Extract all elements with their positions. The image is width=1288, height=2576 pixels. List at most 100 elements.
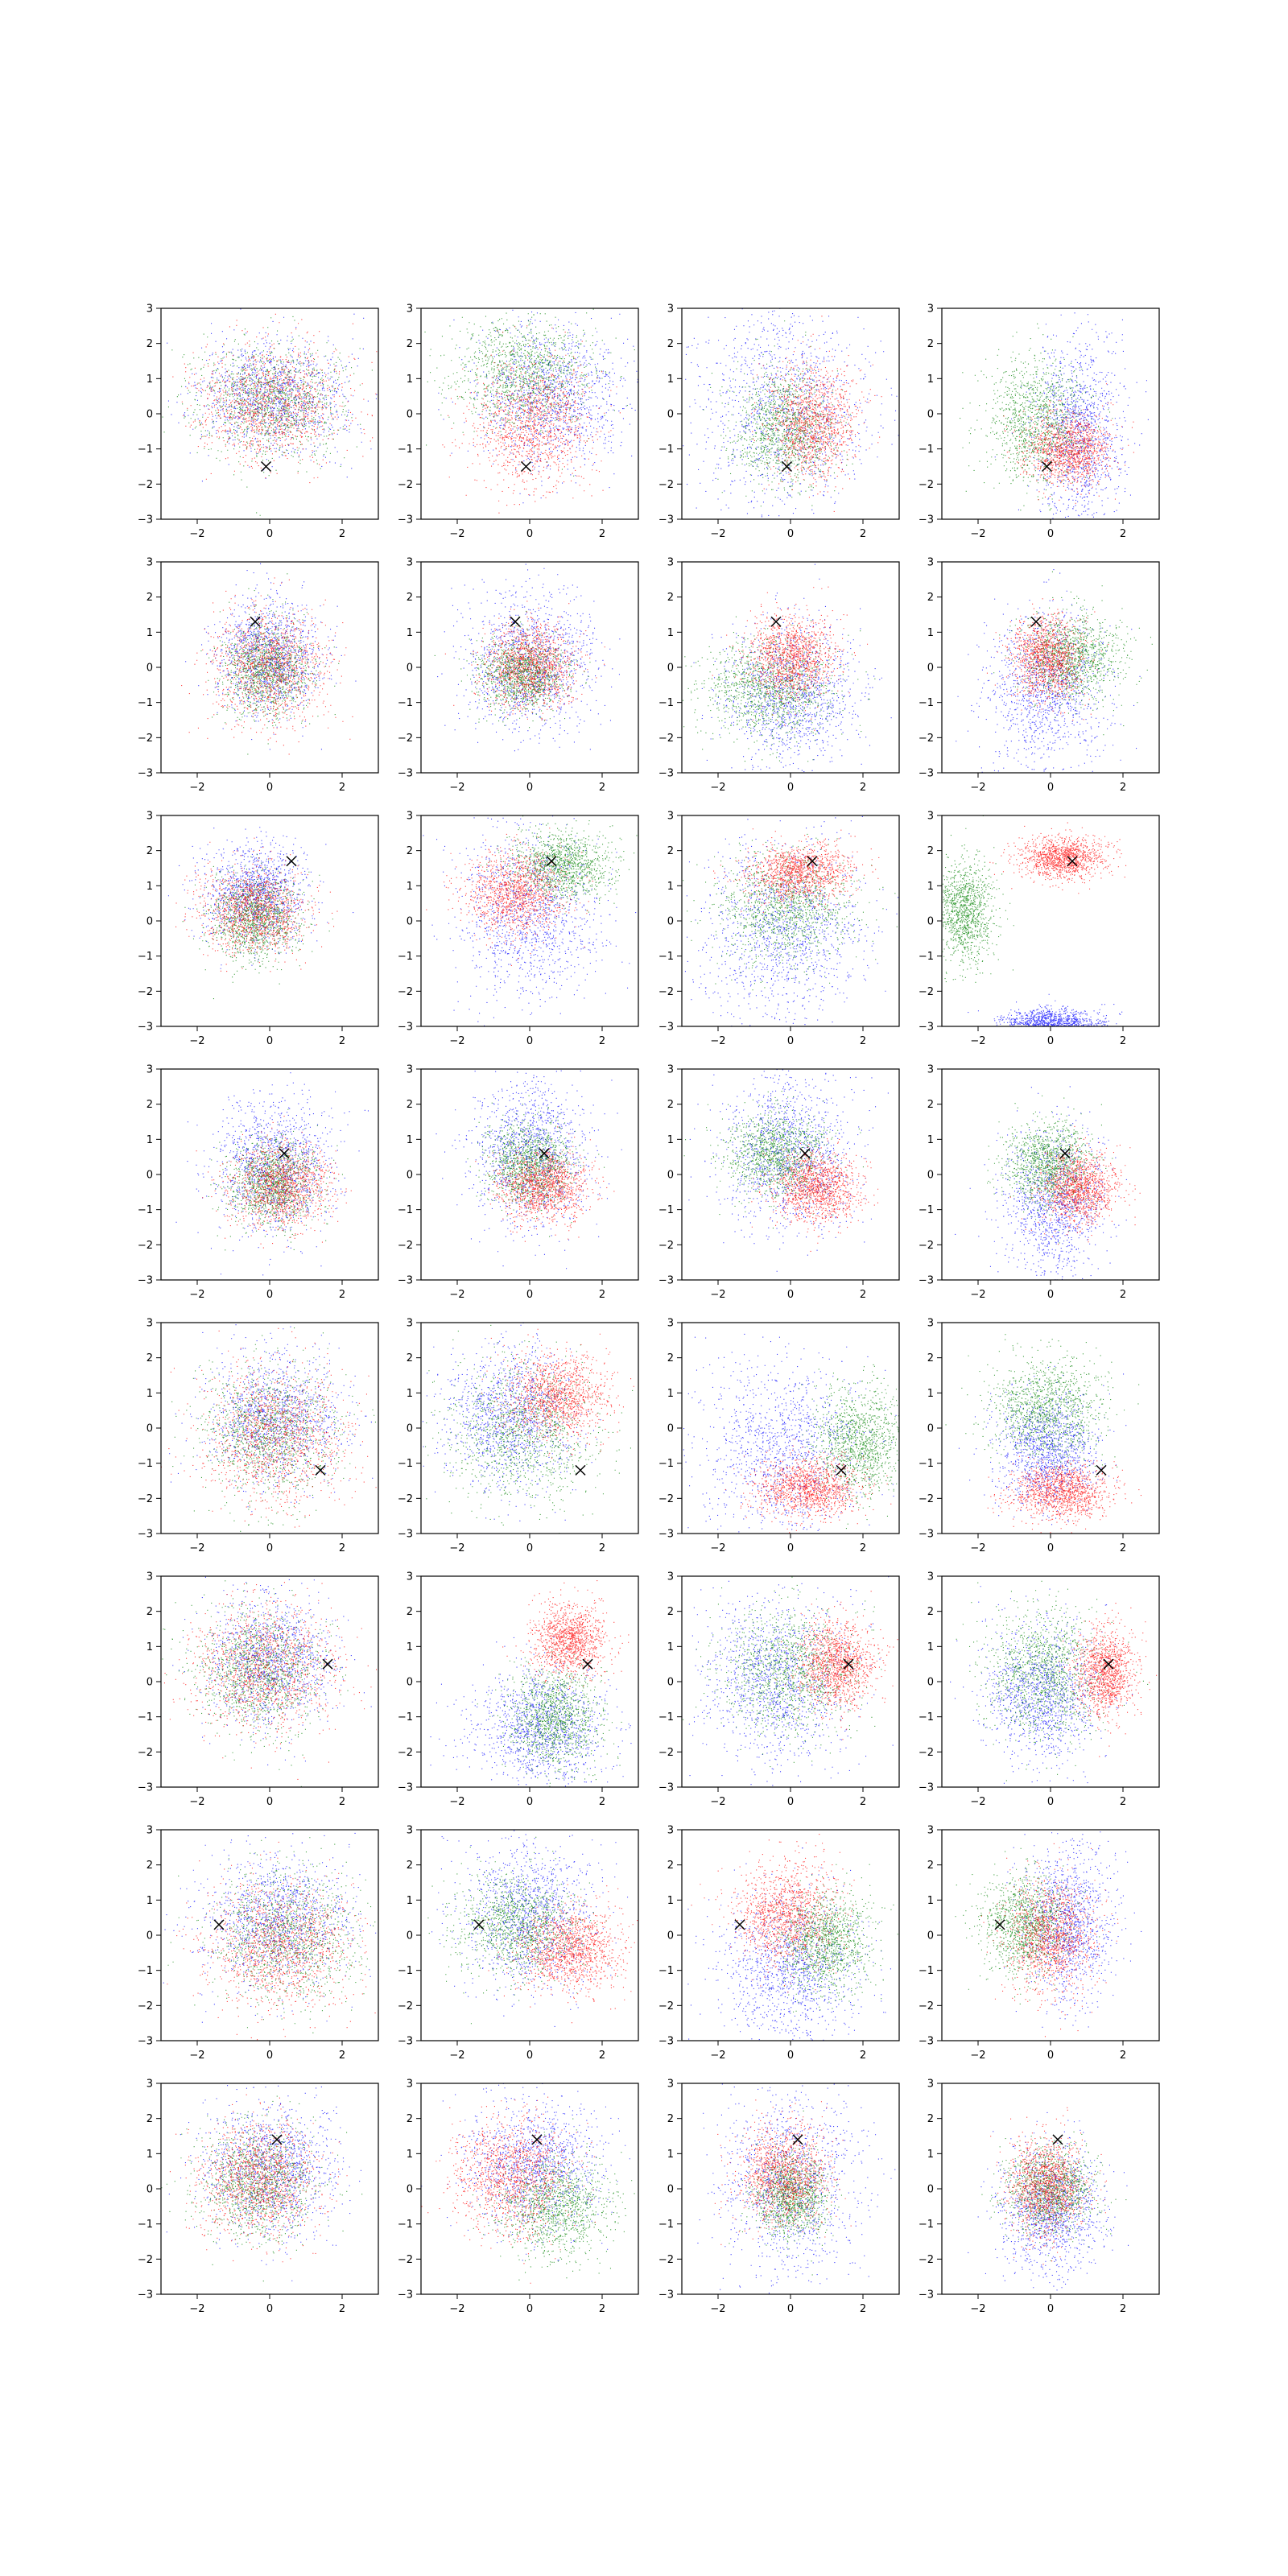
axes-frame [161,815,378,1026]
y-tick-label: −2 [658,479,674,491]
x-tick-label: 2 [860,1035,866,1047]
axes-frame [421,308,638,519]
y-tick-label: −3 [138,1022,153,1034]
y-tick-label: 0 [667,916,674,928]
y-tick-label: −2 [919,1747,934,1759]
y-tick-label: −2 [138,733,153,745]
y-tick-label: 3 [927,557,934,569]
y-tick-label: 1 [667,881,674,893]
y-tick-label: −2 [398,1747,413,1759]
y-tick-label: −1 [919,1965,934,1977]
x-tick-label: 0 [787,2303,794,2315]
y-tick-label: −1 [919,2219,934,2231]
y-tick-label: 0 [667,1930,674,1942]
points-layer [656,564,892,819]
x-tick-label: −2 [449,528,464,540]
y-tick-label: −2 [138,2254,153,2266]
x-tick-label: 0 [266,782,273,794]
y-tick-label: 0 [927,1677,934,1689]
y-tick-label: −1 [658,951,674,963]
green-cluster-points [473,2119,655,2281]
y-tick-label: −2 [658,1493,674,1505]
axes-frame [161,308,378,519]
green-cluster-points [153,1322,387,1532]
points-layer [687,1834,909,2102]
points-layer [154,1820,405,2047]
y-tick-label: −3 [138,2289,153,2301]
x-marker [782,462,792,472]
x-marker [250,617,260,626]
y-tick-label: 0 [667,663,674,675]
x-tick-label: −2 [449,2303,464,2315]
y-tick-label: 1 [927,2149,934,2161]
x-marker [522,462,531,472]
points-layer [140,2070,362,2281]
x-marker [316,1465,325,1475]
y-tick-label: 3 [147,303,153,316]
x-tick-label: −2 [970,1035,985,1047]
y-tick-label: 0 [147,1677,153,1689]
y-tick-label: −1 [658,2219,674,2231]
points-layer [402,269,664,567]
x-tick-label: 0 [787,1796,794,1808]
y-tick-label: −2 [919,986,934,998]
y-tick-label: 0 [927,916,934,928]
y-tick-label: 1 [147,1388,153,1400]
x-tick-label: −2 [710,1796,725,1808]
y-tick-label: 2 [407,1860,413,1872]
y-tick-label: 1 [407,1641,413,1653]
points-layer [416,2054,656,2284]
y-tick-label: −3 [658,1782,674,1794]
y-tick-label: 0 [407,1170,413,1182]
y-tick-label: 0 [407,1423,413,1435]
y-tick-label: 1 [407,1388,413,1400]
y-tick-label: 0 [927,409,934,421]
y-tick-label: 2 [667,592,674,604]
y-tick-label: 0 [147,1930,153,1942]
y-tick-label: −3 [398,514,413,526]
y-tick-label: 2 [927,1099,934,1111]
y-tick-label: 1 [927,1388,934,1400]
y-tick-label: 1 [667,627,674,639]
y-tick-label: −3 [398,1275,413,1287]
red-cluster-points [475,1126,614,1241]
x-tick-label: 2 [1120,1289,1126,1301]
y-tick-label: −3 [398,768,413,780]
y-tick-label: −3 [398,1782,413,1794]
y-tick-label: −1 [138,1711,153,1724]
y-tick-label: −1 [398,1711,413,1724]
y-tick-label: −3 [138,1782,153,1794]
y-tick-label: 2 [147,592,153,604]
x-marker [1031,617,1041,626]
x-tick-label: 2 [599,1035,605,1047]
axes-frame [161,562,378,773]
red-cluster-points [196,1116,352,1249]
y-tick-label: −2 [658,2000,674,2013]
points-layer [390,1790,650,2027]
y-tick-label: −3 [138,1529,153,1541]
y-tick-label: 0 [667,1170,674,1182]
y-tick-label: −1 [138,1458,153,1470]
y-tick-label: 0 [927,1930,934,1942]
y-tick-label: −2 [919,1493,934,1505]
x-tick-label: 2 [339,1035,345,1047]
y-tick-label: −2 [138,1240,153,1252]
y-tick-label: 3 [927,2079,934,2091]
y-tick-label: 2 [407,2113,413,2125]
blue-cluster-points [409,1302,601,1542]
y-tick-label: 0 [147,1423,153,1435]
